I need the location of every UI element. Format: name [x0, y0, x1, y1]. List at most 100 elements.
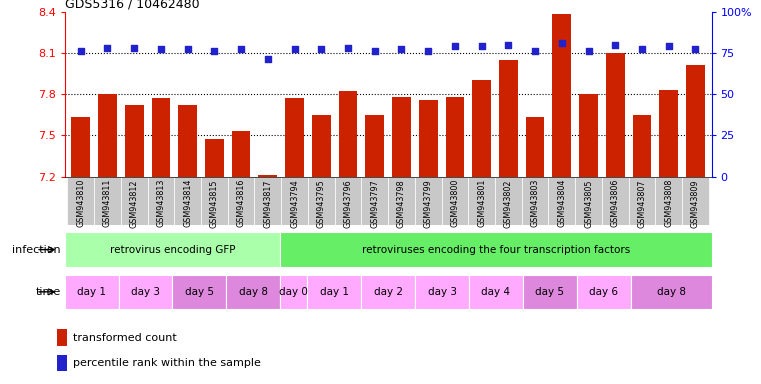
Point: [449, 43, 461, 49]
Bar: [523, 275, 577, 309]
Bar: [577, 275, 631, 309]
Bar: [280, 232, 712, 267]
Bar: [119, 275, 173, 309]
Bar: [173, 275, 227, 309]
Text: GSM943805: GSM943805: [584, 179, 593, 228]
Text: day 2: day 2: [374, 287, 403, 297]
Point: [342, 45, 354, 51]
Bar: [65, 275, 119, 309]
Bar: [148, 177, 174, 225]
Point: [529, 48, 541, 54]
Bar: [549, 177, 575, 225]
Bar: [365, 115, 384, 177]
Bar: [522, 177, 549, 225]
Bar: [57, 355, 67, 371]
Text: transformed count: transformed count: [73, 333, 177, 343]
Point: [128, 45, 140, 51]
Text: GSM943802: GSM943802: [504, 179, 513, 228]
Bar: [631, 275, 712, 309]
Bar: [312, 115, 330, 177]
Text: GSM943795: GSM943795: [317, 179, 326, 228]
Bar: [552, 14, 572, 177]
Text: GSM943803: GSM943803: [530, 179, 540, 227]
Bar: [686, 65, 705, 177]
Bar: [655, 177, 682, 225]
Point: [315, 46, 327, 53]
Bar: [308, 177, 335, 225]
Text: percentile rank within the sample: percentile rank within the sample: [73, 358, 261, 368]
Text: retrovirus encoding GFP: retrovirus encoding GFP: [110, 245, 235, 255]
Bar: [361, 275, 415, 309]
Bar: [606, 53, 625, 177]
Bar: [205, 139, 224, 177]
Point: [288, 46, 301, 53]
Bar: [307, 275, 361, 309]
Point: [154, 46, 167, 53]
Text: GSM943806: GSM943806: [611, 179, 619, 227]
Bar: [72, 118, 90, 177]
Text: GSM943815: GSM943815: [210, 179, 219, 228]
Text: day 5: day 5: [535, 287, 565, 297]
Text: GSM943801: GSM943801: [477, 179, 486, 227]
Bar: [259, 175, 277, 177]
Bar: [151, 98, 170, 177]
Point: [368, 48, 380, 54]
Point: [422, 48, 435, 54]
Text: GSM943800: GSM943800: [451, 179, 460, 227]
Point: [75, 48, 87, 54]
Text: retroviruses encoding the four transcription factors: retroviruses encoding the four transcrip…: [361, 245, 630, 255]
Point: [610, 41, 622, 48]
Point: [502, 41, 514, 48]
Bar: [441, 177, 468, 225]
Point: [689, 46, 702, 53]
Bar: [282, 177, 308, 225]
Text: GDS5316 / 10462480: GDS5316 / 10462480: [65, 0, 199, 10]
Text: GSM943812: GSM943812: [129, 179, 139, 228]
Bar: [361, 177, 388, 225]
Bar: [174, 177, 201, 225]
Point: [582, 48, 594, 54]
Text: GSM943809: GSM943809: [691, 179, 700, 228]
Bar: [415, 177, 441, 225]
Text: day 8: day 8: [239, 287, 268, 297]
Text: GSM943813: GSM943813: [157, 179, 165, 227]
Bar: [201, 177, 228, 225]
Bar: [629, 177, 655, 225]
Bar: [419, 99, 438, 177]
Point: [663, 43, 675, 49]
Bar: [178, 105, 197, 177]
Bar: [495, 177, 522, 225]
Bar: [68, 177, 94, 225]
Point: [182, 46, 194, 53]
Bar: [415, 275, 469, 309]
Text: day 3: day 3: [428, 287, 457, 297]
Bar: [98, 94, 116, 177]
Bar: [227, 275, 280, 309]
Bar: [65, 232, 280, 267]
Bar: [254, 177, 282, 225]
Bar: [392, 97, 411, 177]
Bar: [446, 97, 464, 177]
Bar: [228, 177, 254, 225]
Point: [262, 56, 274, 63]
Text: day 5: day 5: [185, 287, 214, 297]
Bar: [579, 94, 598, 177]
Text: day 0: day 0: [279, 287, 308, 297]
Bar: [121, 177, 148, 225]
Text: GSM943816: GSM943816: [237, 179, 246, 227]
Point: [209, 48, 221, 54]
Text: day 6: day 6: [589, 287, 618, 297]
Bar: [280, 275, 307, 309]
Point: [556, 40, 568, 46]
Text: GSM943794: GSM943794: [290, 179, 299, 228]
Text: day 3: day 3: [131, 287, 160, 297]
Text: GSM943808: GSM943808: [664, 179, 673, 227]
Text: GSM943796: GSM943796: [343, 179, 352, 228]
Bar: [125, 105, 144, 177]
Text: GSM943817: GSM943817: [263, 179, 272, 228]
Point: [636, 46, 648, 53]
Point: [235, 46, 247, 53]
Bar: [468, 177, 495, 225]
Bar: [575, 177, 602, 225]
Bar: [526, 118, 544, 177]
